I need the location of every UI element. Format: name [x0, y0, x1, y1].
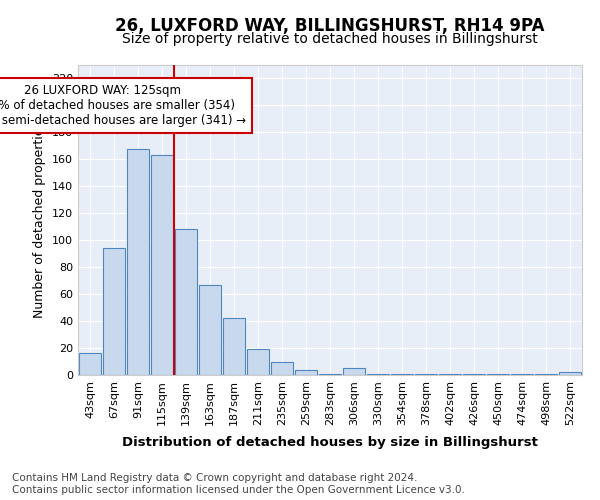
Text: Size of property relative to detached houses in Billingshurst: Size of property relative to detached ho…: [122, 32, 538, 46]
Text: 26 LUXFORD WAY: 125sqm
← 51% of detached houses are smaller (354)
49% of semi-de: 26 LUXFORD WAY: 125sqm ← 51% of detached…: [0, 84, 247, 127]
Bar: [247, 350, 269, 375]
Bar: [103, 248, 125, 375]
Bar: [223, 318, 245, 375]
Y-axis label: Number of detached properties: Number of detached properties: [34, 122, 46, 318]
Bar: [199, 284, 221, 375]
Bar: [127, 148, 149, 375]
Bar: [391, 374, 413, 375]
Text: Contains HM Land Registry data © Crown copyright and database right 2024.
Contai: Contains HM Land Registry data © Crown c…: [12, 474, 465, 495]
Bar: [535, 374, 557, 375]
Bar: [175, 230, 197, 375]
Bar: [559, 372, 581, 375]
Bar: [415, 374, 437, 375]
X-axis label: Distribution of detached houses by size in Billingshurst: Distribution of detached houses by size …: [122, 436, 538, 449]
Bar: [343, 368, 365, 375]
Bar: [511, 374, 533, 375]
Bar: [151, 156, 173, 375]
Bar: [439, 374, 461, 375]
Bar: [487, 374, 509, 375]
Text: 26, LUXFORD WAY, BILLINGSHURST, RH14 9PA: 26, LUXFORD WAY, BILLINGSHURST, RH14 9PA: [115, 18, 545, 36]
Bar: [295, 370, 317, 375]
Bar: [463, 374, 485, 375]
Bar: [79, 354, 101, 375]
Bar: [319, 374, 341, 375]
Bar: [271, 362, 293, 375]
Bar: [367, 374, 389, 375]
